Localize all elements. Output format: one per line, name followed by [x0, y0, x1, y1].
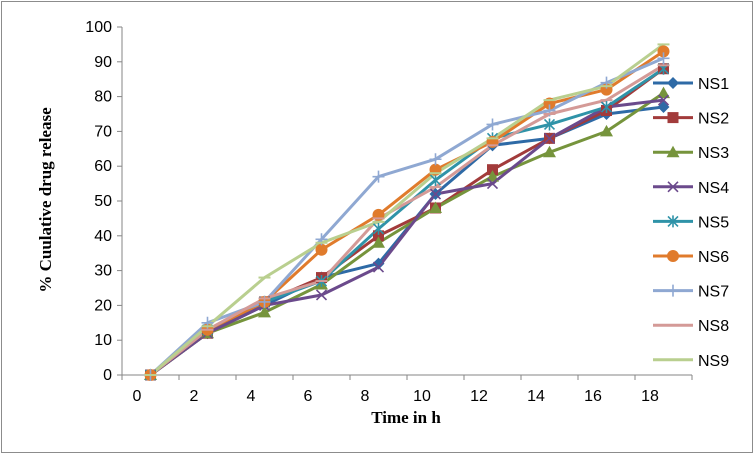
series-line-ns3	[149, 91, 665, 377]
y-tick-label: 10	[94, 332, 112, 349]
legend-marker	[667, 284, 679, 297]
y-tick-label: 60	[94, 158, 112, 175]
data-point-ns6	[315, 243, 328, 256]
data-point-ns3	[429, 201, 442, 213]
data-point-ns3	[543, 145, 556, 158]
legend-label: NS8	[698, 318, 729, 335]
x-axis-title: Time in h	[371, 408, 441, 427]
data-point-ns7	[372, 170, 385, 183]
data-point-ns3	[600, 124, 613, 137]
data-point-ns7	[429, 153, 442, 166]
data-point-ns7	[657, 52, 670, 65]
data-point-ns3	[372, 236, 385, 248]
series-line-ns2	[149, 67, 665, 377]
legend-marker	[667, 250, 679, 262]
data-point-ns2	[373, 230, 384, 242]
legend-label: NS5	[698, 214, 729, 231]
data-point-ns5	[372, 222, 385, 235]
legend-label: NS1	[698, 76, 729, 93]
data-point-ns6	[657, 45, 670, 58]
legend-label: NS4	[698, 180, 729, 197]
x-tick-labels: 0 2 4 6 8 10 12 14 16 18	[133, 388, 659, 405]
legend-marker	[666, 145, 680, 158]
data-point-ns5	[543, 118, 556, 131]
y-tick-label: 20	[94, 297, 112, 314]
y-tick-label: 80	[94, 89, 112, 106]
legend-label: NS9	[698, 353, 729, 370]
x-tick-label: 18	[641, 388, 659, 405]
data-point-ns7	[486, 118, 499, 131]
data-point-ns3	[486, 170, 499, 182]
data-point-ns1	[657, 101, 670, 114]
series-line-ns8	[149, 64, 665, 377]
legend-marker	[667, 181, 679, 193]
data-point-ns4	[315, 289, 328, 301]
data-point-ns4	[543, 132, 556, 144]
legend-label: NS6	[698, 249, 729, 266]
data-point-ns3	[258, 305, 271, 318]
x-tick-label: 10	[413, 388, 431, 405]
legend-label: NS7	[698, 284, 729, 301]
legend-label: NS2	[698, 111, 729, 128]
y-axis-title: % Cuulative drug release	[36, 107, 55, 293]
data-point-ns4	[429, 188, 442, 200]
y-tick-labels: 0 10 20 30 40 50 60 70 80 90 100	[85, 19, 112, 384]
legend-label: NS3	[698, 145, 729, 162]
series-line-ns7	[149, 56, 665, 377]
legend: NS1 NS2 NS3 NS4 NS5 NS6 NS7 NS8 NS9	[653, 76, 729, 370]
y-tick-label: 50	[94, 193, 112, 210]
data-point-ns4	[372, 261, 385, 273]
data-point-ns4	[657, 94, 670, 106]
series-line-ns1	[149, 105, 664, 377]
axes	[117, 26, 693, 380]
x-tick-label: 0	[133, 388, 142, 405]
data-point-ns5	[429, 174, 442, 187]
series-line-ns9	[149, 43, 665, 377]
series-markers	[144, 43, 670, 381]
y-tick-label: 90	[94, 54, 112, 71]
x-tick-label: 12	[470, 388, 488, 405]
x-tick-label: 2	[190, 388, 199, 405]
y-tick-label: 40	[94, 228, 112, 245]
series-lines	[149, 43, 665, 377]
x-tick-label: 16	[584, 388, 602, 405]
legend-marker	[667, 77, 679, 89]
x-tick-label: 14	[527, 388, 545, 405]
data-point-ns1	[372, 257, 385, 270]
y-tick-label: 0	[103, 367, 112, 384]
data-point-ns5	[600, 101, 613, 114]
x-tick-label: 6	[304, 388, 313, 405]
data-point-ns4	[486, 178, 499, 190]
legend-marker	[667, 112, 679, 124]
series-line-ns4	[149, 98, 664, 377]
x-tick-label: 4	[247, 388, 256, 405]
y-tick-label: 70	[94, 123, 112, 140]
y-tick-label: 100	[85, 19, 112, 36]
legend-marker	[667, 215, 679, 228]
y-tick-label: 30	[94, 263, 112, 280]
data-point-ns2	[487, 164, 498, 176]
data-point-ns3	[657, 86, 670, 99]
x-tick-label: 8	[361, 388, 370, 405]
